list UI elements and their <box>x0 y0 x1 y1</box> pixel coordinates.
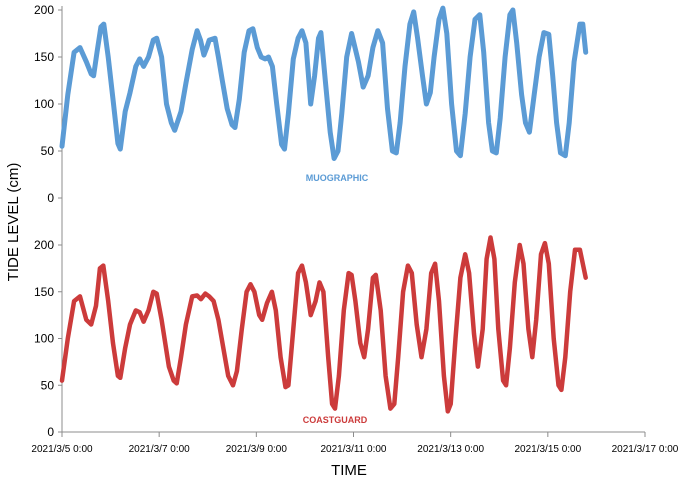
y-tick-label: 50 <box>41 144 55 158</box>
y-tick-label: 100 <box>34 332 54 346</box>
y-tick-label: 100 <box>34 97 54 111</box>
y-tick-label: 50 <box>41 378 55 392</box>
series-label-coastguard: COASTGUARD <box>303 415 368 425</box>
y-tick-label: 150 <box>34 285 54 299</box>
x-tick-label: 2021/3/13 0:00 <box>417 444 484 455</box>
series-line-coastguard <box>59 235 588 414</box>
x-axis-title: TIME <box>331 462 367 478</box>
y-tick-label: 200 <box>34 238 54 252</box>
y-tick-label: 200 <box>34 3 54 17</box>
x-tick-label: 2021/3/9 0:00 <box>226 444 288 455</box>
x-tick-label: 2021/3/17 0:00 <box>612 444 679 455</box>
chart-series-lines <box>59 5 589 414</box>
y-tick-label: 0 <box>47 191 54 205</box>
x-tick-label: 2021/3/7 0:00 <box>129 444 191 455</box>
chart-series-labels: MUOGRAPHIC COASTGUARD <box>303 173 369 425</box>
x-tick-label: 2021/3/15 0:00 <box>514 444 581 455</box>
series-label-muographic: MUOGRAPHIC <box>306 173 369 183</box>
y-axis-title: TIDE LEVEL (cm) <box>5 163 22 282</box>
x-tick-label: 2021/3/11 0:00 <box>321 444 387 455</box>
y-tick-label: 150 <box>34 50 54 64</box>
x-tick-label: 2021/3/5 0:00 <box>31 444 93 455</box>
series-line-muographic <box>59 5 589 161</box>
chart-ticks: 0 50 100 150 200 0 50 100 150 200 2021/3/5 0:00 202… <box>31 3 678 455</box>
y-tick-label: 0 <box>47 425 54 439</box>
